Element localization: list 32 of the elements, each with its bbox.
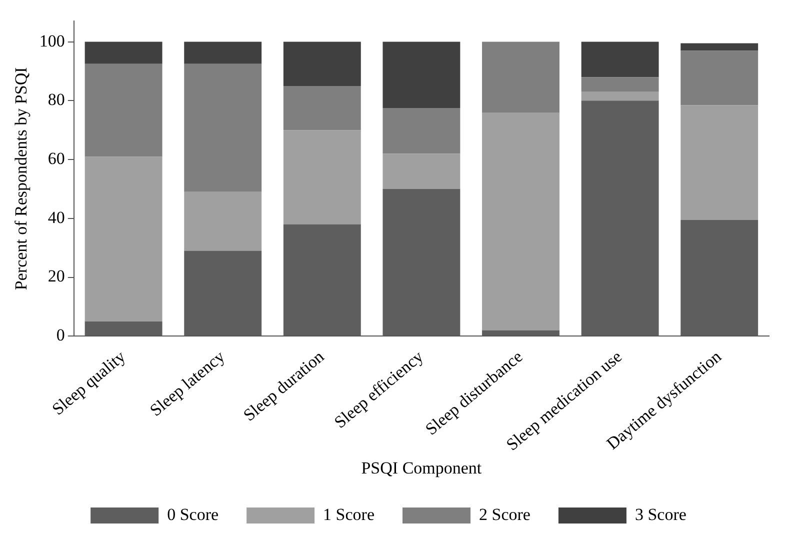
x-axis-title: PSQI Component	[361, 458, 482, 478]
legend-label: 0 Score	[167, 504, 219, 524]
bar	[283, 130, 361, 224]
y-tick-label: 0	[56, 326, 65, 345]
bar	[680, 50, 758, 106]
bar	[283, 42, 361, 86]
y-tick-label: 60	[48, 148, 65, 168]
y-tick-label: 80	[48, 90, 65, 110]
bar	[84, 156, 162, 322]
bar	[184, 42, 262, 64]
bar	[283, 86, 361, 130]
y-tick-label: 40	[48, 208, 65, 227]
y-tick-label: 100	[39, 31, 65, 50]
bar	[382, 42, 460, 108]
y-axis-title: Percent of Respondents by PSQI	[12, 66, 31, 290]
bar	[581, 92, 659, 101]
bar	[184, 192, 262, 251]
legend-label: 3 Score	[634, 504, 686, 524]
bar	[382, 108, 460, 154]
bar	[84, 64, 162, 157]
bar	[382, 154, 460, 189]
bar	[482, 42, 560, 112]
y-tick-label: 20	[48, 266, 65, 286]
bar	[581, 77, 659, 92]
bar	[84, 42, 162, 64]
bar	[482, 112, 560, 330]
bar	[581, 42, 659, 78]
bar	[680, 105, 758, 220]
bar	[184, 64, 262, 192]
legend-label: 1 Score	[323, 504, 375, 524]
legend-label: 2 Score	[479, 504, 530, 524]
bar	[680, 43, 758, 51]
